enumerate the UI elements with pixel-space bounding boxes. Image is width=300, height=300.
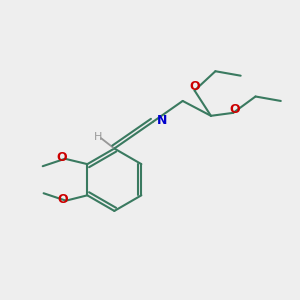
Text: O: O [57, 193, 68, 206]
Text: O: O [56, 151, 67, 164]
Text: N: N [157, 114, 167, 127]
Text: O: O [229, 103, 240, 116]
Text: O: O [189, 80, 200, 94]
Text: H: H [94, 132, 102, 142]
